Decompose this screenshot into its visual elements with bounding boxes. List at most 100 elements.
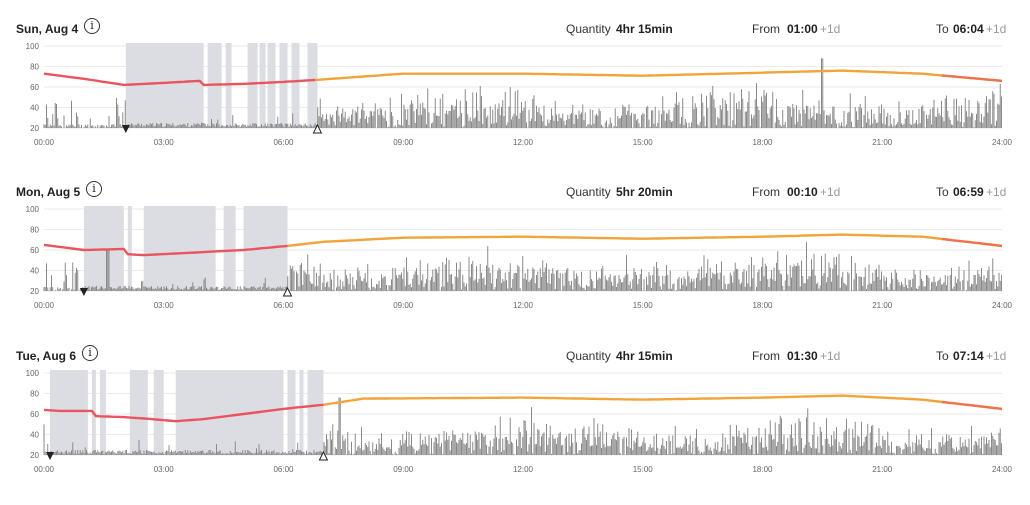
x-tick-label: 12:00 (513, 465, 534, 474)
y-tick-label: 80 (30, 390, 39, 399)
to-value: 07:14 (953, 349, 984, 363)
rest-period (279, 43, 288, 128)
x-tick-label: 03:00 (154, 138, 175, 147)
y-tick-label: 40 (30, 267, 39, 276)
day-date: Sun, Aug 4 (16, 22, 79, 36)
x-tick-label: 18:00 (752, 301, 773, 310)
from-value: 01:30 (787, 349, 818, 363)
y-tick-label: 20 (30, 287, 39, 296)
x-tick-label: 21:00 (872, 301, 893, 310)
temperature-curve-tail (942, 74, 1003, 83)
from-suffix: +1d (820, 22, 841, 36)
day-plot: 100 80 60 40 20 00:00 03:00 06:00 09:00 12:00 15:0… (26, 42, 1013, 147)
quantity-value: 4hr 15min (616, 349, 673, 363)
rest-period (125, 43, 204, 128)
quantity-label: Quantity (566, 22, 611, 36)
y-tick-label: 20 (30, 124, 39, 133)
rest-period (307, 370, 324, 455)
rest-period (99, 370, 106, 455)
day-header: Sun, Aug 4 i Quantity 4hr 15min From 01:… (0, 18, 1030, 40)
info-icon[interactable]: i (86, 181, 102, 197)
quantity-label: Quantity (566, 185, 611, 199)
activity-series (43, 58, 1002, 128)
to-suffix: +1d (986, 185, 1007, 199)
temperature-curve (315, 69, 1003, 83)
sleep-end-marker (282, 286, 293, 297)
x-tick-label: 24:00 (992, 138, 1013, 147)
x-tick-label: 09:00 (393, 301, 414, 310)
y-tick-label: 60 (30, 83, 39, 92)
rest-period (299, 370, 304, 455)
rest-period (225, 43, 232, 128)
x-tick-label: 09:00 (393, 465, 414, 474)
sleep-start-marker (121, 125, 130, 133)
from-value: 01:00 (787, 22, 818, 36)
temperature-curve-tail (941, 400, 1003, 411)
y-tick-label: 80 (30, 226, 39, 235)
x-tick-label: 24:00 (992, 465, 1013, 474)
y-tick-label: 100 (26, 42, 40, 51)
to-label: To (936, 185, 949, 199)
sleep-start-marker (45, 452, 54, 460)
info-icon[interactable]: i (82, 345, 98, 361)
x-tick-label: 15:00 (633, 138, 654, 147)
x-tick-label: 00:00 (34, 301, 55, 310)
rest-period (223, 206, 236, 291)
x-tick-label: 06:00 (273, 301, 294, 310)
info-icon[interactable]: i (84, 18, 100, 34)
y-tick-label: 40 (30, 431, 39, 440)
day-date: Mon, Aug 5 (16, 185, 81, 199)
rest-period (247, 43, 258, 128)
activity-series (43, 397, 1002, 455)
x-tick-label: 15:00 (633, 301, 654, 310)
day-chart: Mon, Aug 5 i Quantity 5hr 20min From 00:… (0, 181, 1030, 341)
quantity-value: 4hr 15min (616, 22, 673, 36)
y-tick-label: 60 (30, 410, 39, 419)
x-tick-label: 24:00 (992, 301, 1013, 310)
x-tick-label: 18:00 (752, 465, 773, 474)
rest-period (267, 43, 276, 128)
day-header: Tue, Aug 6 i Quantity 4hr 15min From 01:… (0, 345, 1030, 367)
to-label: To (936, 349, 949, 363)
day-header: Mon, Aug 5 i Quantity 5hr 20min From 00:… (0, 181, 1030, 203)
to-suffix: +1d (986, 22, 1007, 36)
from-value: 00:10 (787, 185, 818, 199)
x-tick-label: 15:00 (633, 465, 654, 474)
rest-period (49, 370, 88, 455)
rest-period (127, 206, 132, 291)
activity-series (43, 241, 1002, 291)
rest-period (143, 206, 216, 291)
rest-period (175, 370, 284, 455)
y-tick-label: 100 (26, 369, 40, 378)
sleep-start-marker (79, 288, 88, 296)
day-chart: Tue, Aug 6 i Quantity 4hr 15min From 01:… (0, 345, 1030, 505)
rest-period (129, 370, 148, 455)
rest-period (287, 370, 296, 455)
x-tick-label: 18:00 (752, 138, 773, 147)
y-tick-label: 80 (30, 63, 39, 72)
temperature-curve-sleep (43, 243, 288, 257)
from-suffix: +1d (820, 349, 841, 363)
x-tick-label: 12:00 (513, 301, 534, 310)
rest-period (153, 370, 164, 455)
y-tick-label: 20 (30, 451, 39, 460)
x-tick-label: 12:00 (513, 138, 534, 147)
from-label: From (752, 349, 780, 363)
day-chart: Sun, Aug 4 i Quantity 4hr 15min From 01:… (0, 18, 1030, 178)
sleep-end-marker (318, 450, 329, 461)
temperature-curve-tail (941, 237, 1003, 248)
y-tick-label: 100 (26, 205, 40, 214)
x-tick-label: 21:00 (872, 138, 893, 147)
day-plot: 100 80 60 40 20 00:00 03:00 06:00 09:00 12:00 15:0… (26, 205, 1013, 310)
x-tick-label: 00:00 (34, 138, 55, 147)
quantity-value: 5hr 20min (616, 185, 673, 199)
to-label: To (936, 22, 949, 36)
temperature-curve (323, 394, 1003, 411)
temperature-curve (287, 233, 1003, 248)
from-suffix: +1d (820, 185, 841, 199)
x-tick-label: 06:00 (273, 465, 294, 474)
y-tick-label: 60 (30, 246, 39, 255)
x-tick-label: 03:00 (154, 465, 175, 474)
rest-period (259, 43, 266, 128)
rest-period (291, 43, 300, 128)
